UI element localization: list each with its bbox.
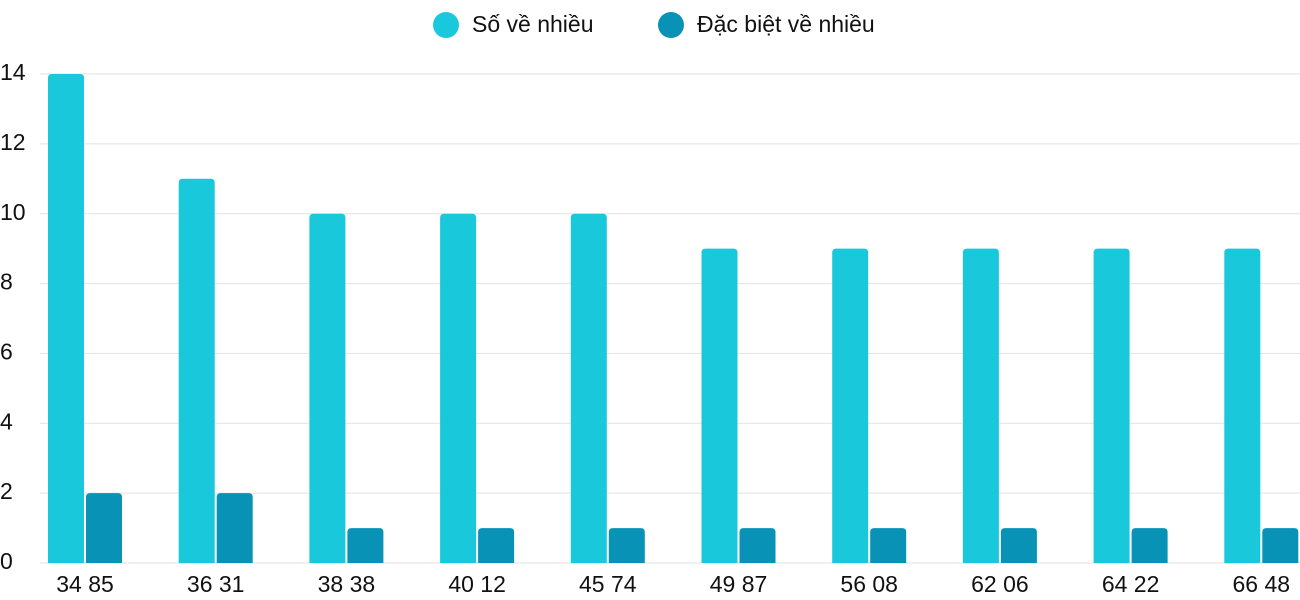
y-tick-label: 6 <box>0 339 13 365</box>
bar <box>962 248 999 563</box>
bar <box>608 528 645 563</box>
x-tick-label: 40 12 <box>448 571 506 597</box>
legend-marker <box>433 12 459 38</box>
y-tick-label: 8 <box>0 269 13 295</box>
y-tick-label: 12 <box>0 129 26 155</box>
bar <box>309 213 346 563</box>
x-tick-label: 66 48 <box>1233 571 1291 597</box>
bar <box>1224 248 1261 563</box>
x-tick-label: 64 22 <box>1102 571 1160 597</box>
x-tick-label: 38 38 <box>318 571 376 597</box>
bar <box>701 248 738 563</box>
legend-label: Số về nhiều <box>472 11 593 37</box>
bar <box>1093 248 1130 563</box>
bar <box>478 528 515 563</box>
bar <box>870 528 907 563</box>
x-tick-label: 56 08 <box>840 571 898 597</box>
y-tick-label: 4 <box>0 408 13 434</box>
x-tick-label: 49 87 <box>710 571 768 597</box>
bar <box>1000 528 1037 563</box>
bar <box>739 528 776 563</box>
y-tick-label: 2 <box>0 478 13 504</box>
bar <box>832 248 869 563</box>
bar <box>347 528 384 563</box>
bar <box>570 213 607 563</box>
x-tick-label: 62 06 <box>971 571 1029 597</box>
y-tick-label: 0 <box>0 548 13 574</box>
y-tick-label: 10 <box>0 199 26 225</box>
x-tick-label: 45 74 <box>579 571 637 597</box>
x-tick-label: 34 85 <box>56 571 114 597</box>
bar <box>216 493 253 563</box>
x-tick-label: 36 31 <box>187 571 245 597</box>
legend-marker <box>658 12 684 38</box>
bar <box>86 493 122 563</box>
bar <box>178 178 215 564</box>
y-tick-label: 14 <box>0 59 26 85</box>
legend-label: Đặc biệt về nhiều <box>697 11 875 37</box>
bar <box>1131 528 1168 563</box>
bar <box>48 74 84 563</box>
bar <box>440 213 477 563</box>
bar <box>1262 528 1299 563</box>
